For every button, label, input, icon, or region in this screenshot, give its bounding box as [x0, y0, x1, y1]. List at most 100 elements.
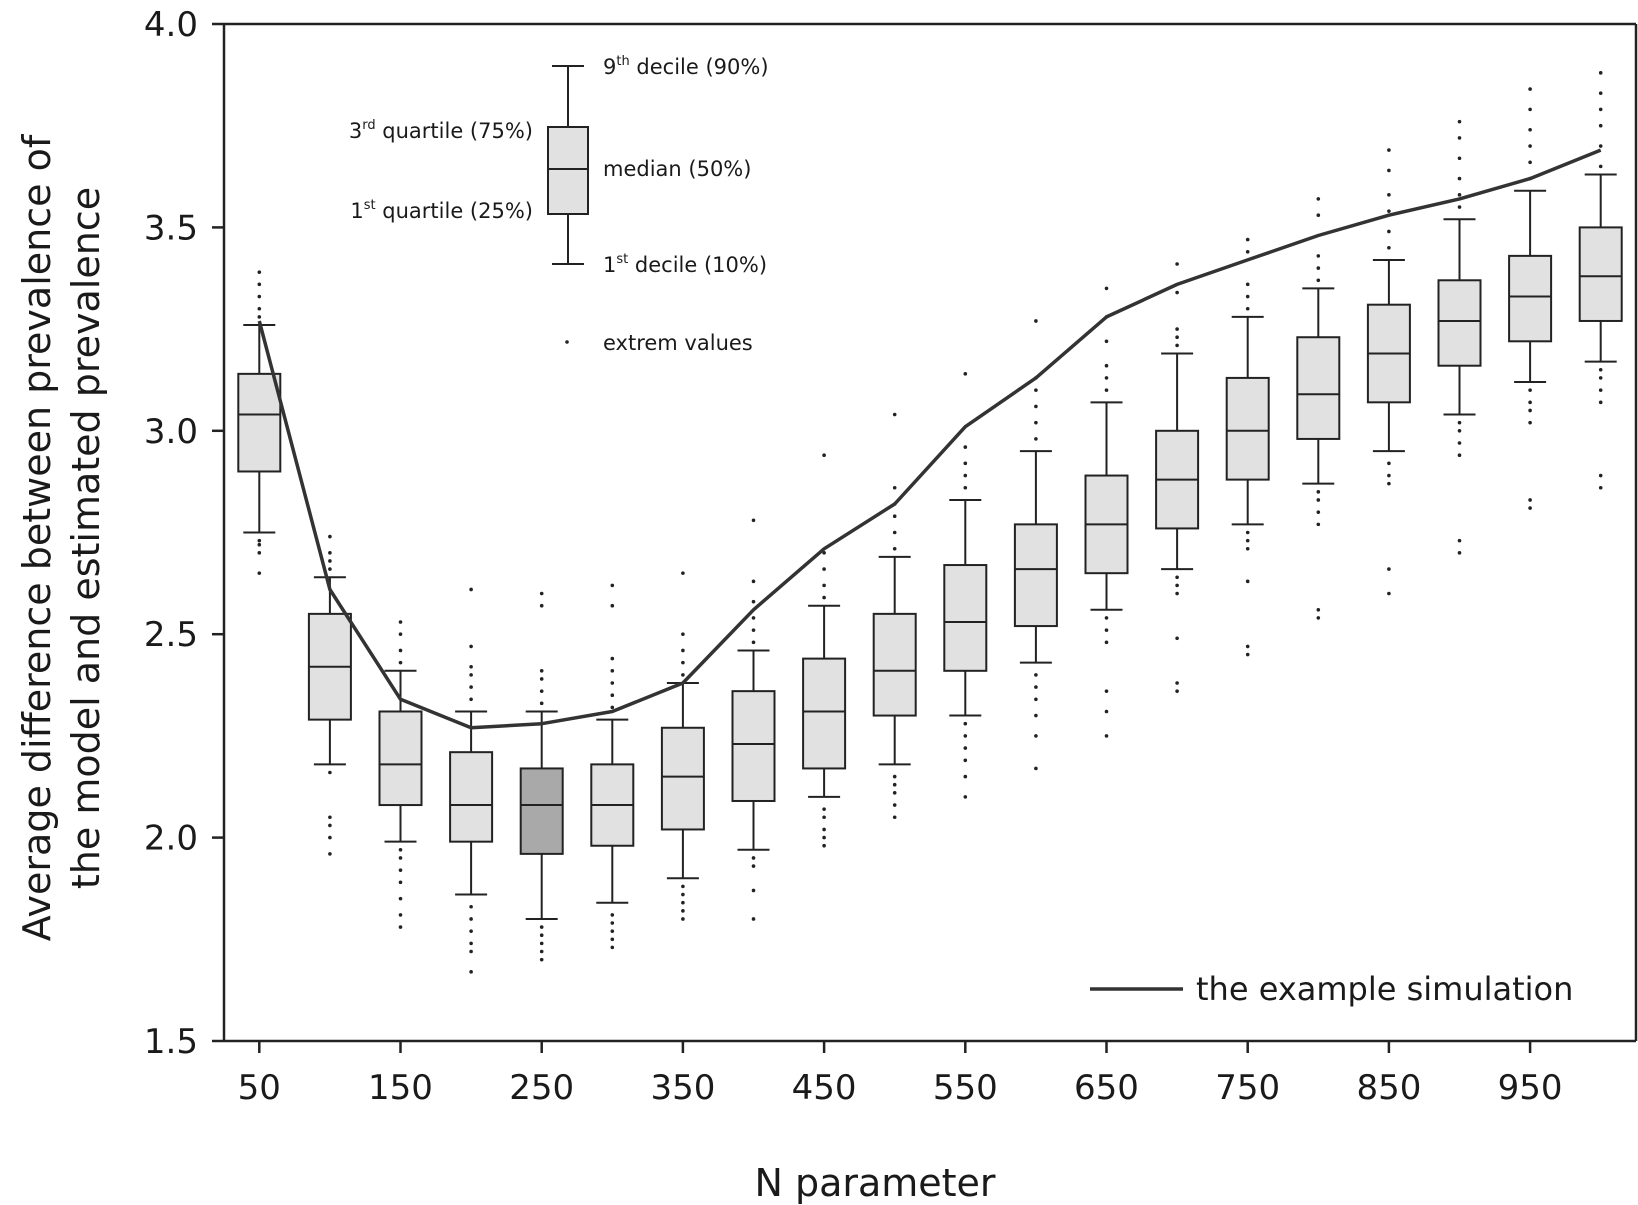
outlier-point	[328, 852, 332, 856]
outlier-point	[751, 616, 756, 620]
outlier-point	[892, 530, 897, 535]
outlier-point	[1175, 262, 1179, 266]
outlier-point	[398, 925, 403, 929]
outlier-point	[1034, 437, 1038, 441]
box-group-850	[1366, 148, 1411, 596]
outlier-point	[1104, 709, 1109, 714]
iqr-box	[449, 751, 494, 843]
outlier-point	[1104, 628, 1109, 632]
box-group-200	[449, 587, 494, 974]
box-group-350	[660, 571, 705, 921]
box-group-50	[237, 270, 282, 575]
legend-q3-label: 3rd quartile (75%)	[349, 118, 533, 143]
outlier-point	[1387, 193, 1391, 197]
outlier-point	[610, 603, 615, 608]
outlier-point	[1175, 575, 1179, 580]
y-tick-label: 2.5	[144, 615, 198, 655]
outlier-point	[1034, 713, 1038, 718]
outlier-point	[539, 603, 544, 608]
outlier-point	[681, 648, 685, 653]
outlier-point	[751, 856, 756, 860]
x-tick-label: 850	[1356, 1068, 1421, 1108]
outlier-point	[328, 770, 332, 775]
outlier-point	[257, 542, 262, 547]
iqr-box	[1508, 254, 1553, 343]
outlier-point	[1245, 306, 1250, 311]
outlier-point	[398, 856, 403, 860]
outlier-point	[751, 864, 756, 868]
outlier-point	[1528, 87, 1532, 91]
outlier-point	[257, 571, 262, 575]
outlier-point	[469, 917, 473, 921]
box-group-700	[1155, 262, 1200, 693]
outlier-point	[1387, 591, 1391, 596]
outlier-point	[1387, 481, 1391, 486]
outlier-point	[610, 945, 615, 950]
outlier-point	[751, 917, 756, 921]
outlier-point	[1316, 607, 1321, 612]
outlier-point	[1245, 652, 1250, 657]
outlier-point	[751, 599, 756, 604]
outlier-point	[469, 685, 473, 689]
outlier-point	[1528, 160, 1532, 165]
outlier-point	[1316, 213, 1321, 217]
outlier-point	[1104, 734, 1109, 738]
outlier-point	[963, 758, 968, 763]
outlier-point	[681, 892, 685, 897]
outlier-point	[1034, 734, 1038, 738]
outlier-point	[1598, 123, 1603, 128]
box-group-100	[307, 534, 352, 856]
outlier-point	[539, 941, 544, 946]
box-legend-extreme-dot	[565, 340, 569, 344]
outlier-point	[328, 534, 332, 539]
outlier-point	[328, 559, 332, 563]
outlier-point	[1034, 319, 1038, 323]
outlier-point	[610, 937, 615, 942]
outlier-point	[892, 514, 897, 519]
outlier-point	[1457, 193, 1462, 197]
outlier-point	[398, 880, 403, 885]
outlier-point	[469, 970, 473, 974]
box-group-750	[1225, 237, 1270, 657]
outlier-point	[1528, 506, 1532, 510]
outlier-point	[469, 664, 473, 669]
x-tick-label: 350	[650, 1068, 715, 1108]
x-tick-label: 150	[368, 1068, 433, 1108]
outlier-point	[610, 929, 615, 933]
box-group-250	[519, 591, 564, 962]
outlier-point	[1175, 583, 1179, 588]
y-tick-label: 4.0	[144, 5, 198, 45]
outlier-point	[398, 632, 403, 636]
outlier-point	[610, 656, 615, 661]
outlier-point	[398, 660, 403, 665]
outlier-point	[892, 546, 897, 551]
outlier-point	[963, 734, 968, 738]
outlier-point	[610, 913, 615, 917]
outlier-point	[1387, 229, 1391, 234]
outlier-point	[1245, 538, 1250, 543]
outlier-point	[469, 941, 473, 946]
outlier-point	[610, 921, 615, 925]
outlier-point	[1598, 367, 1603, 372]
outlier-point	[751, 628, 756, 632]
outlier-point	[1104, 388, 1109, 392]
outlier-point	[1598, 376, 1603, 380]
outlier-point	[1457, 429, 1462, 433]
outlier-point	[398, 648, 403, 653]
outlier-point	[822, 583, 826, 588]
outlier-point	[1528, 127, 1532, 132]
outlier-point	[1457, 119, 1462, 124]
iqr-box	[1578, 226, 1623, 322]
legend-p90-label: 9th decile (90%)	[603, 54, 769, 79]
outlier-point	[1457, 205, 1462, 209]
outlier-point	[892, 412, 897, 417]
outlier-point	[1598, 164, 1603, 169]
outlier-point	[1316, 278, 1321, 283]
outlier-point	[610, 693, 615, 698]
outlier-point	[398, 868, 403, 872]
box-group-800	[1296, 197, 1341, 620]
iqr-box	[1225, 376, 1270, 481]
outlier-point	[892, 791, 897, 795]
outlier-point	[1598, 400, 1603, 405]
outlier-point	[1175, 681, 1179, 685]
